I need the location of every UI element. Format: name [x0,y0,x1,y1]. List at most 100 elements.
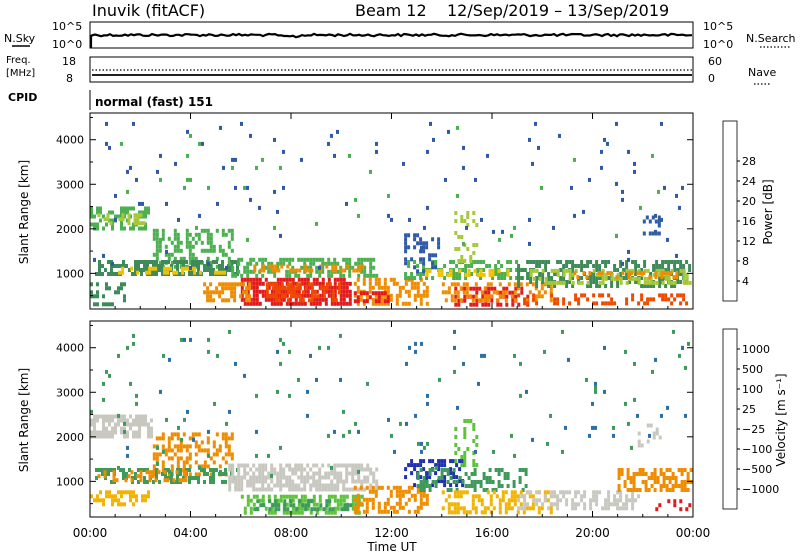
power-echo-cell [562,272,566,277]
velocity-echo-cell [301,503,305,508]
velocity-echo-cell [150,426,153,431]
power-echo-cell [225,265,228,270]
velocity-echo-cell [327,345,330,350]
power-echo-cell [96,210,99,215]
velocity-echo-cell [135,414,138,419]
velocity-echo-cell [623,480,627,484]
power-echo-cell [152,264,155,268]
power-echo-cell [372,273,376,278]
velocity-echo-cell [640,443,644,448]
velocity-echo-cell [684,365,687,370]
velocity-echo-cell [309,353,312,358]
velocity-echo-cell [392,509,396,514]
velocity-echo-cell [369,483,373,488]
power-echo-cell [289,294,293,299]
velocity-echo-cell [456,494,460,499]
power-echo-cell [108,302,111,307]
velocity-echo-cell [150,430,153,435]
velocity-echo-cell [255,393,258,398]
velocity-echo-cell [679,499,683,504]
power-echo-cell [446,272,450,277]
power-echo-cell [233,260,236,264]
power-echo-cell [426,149,429,154]
power-echo-cell [292,286,296,291]
velocity-echo-cell [249,510,253,515]
velocity-echo-cell [556,506,560,511]
power-echo-cell [217,270,221,275]
power-echo-cell [248,298,252,303]
velocity-echo-cell [108,490,111,495]
velocity-echo-cell [413,463,417,468]
power-echo-cell [547,260,551,264]
power-echo-cell [265,294,269,299]
power-echo-cell [345,301,349,306]
power-echo-cell [231,165,234,170]
velocity-echo-cell [531,437,534,442]
power-echo-cell [353,281,357,286]
power-echo-cell [431,276,435,280]
power-echo-cell [660,217,663,222]
velocity-echo-cell [371,505,375,510]
power-echo-cell [571,260,575,264]
power-echo-cell [480,298,484,303]
velocity-echo-cell [282,471,286,476]
power-echo-cell [333,293,337,298]
velocity-echo-cell [224,444,228,449]
power-echo-cell [505,286,509,291]
velocity-echo-cell [404,475,408,480]
velocity-echo-cell [197,480,200,484]
velocity-echo-cell [521,488,525,492]
velocity-echo-cell [607,498,611,503]
velocity-echo-cell [612,433,615,438]
power-echo-cell [592,276,596,280]
power-echo-cell [663,185,666,190]
power-echo-cell [345,257,349,262]
velocity-echo-cell [144,494,147,499]
power-echo-cell [282,297,286,302]
velocity-echo-cell [194,452,198,457]
power-echo-cell [407,293,411,298]
velocity-echo-cell [132,490,135,495]
power-echo-cell [291,277,295,282]
power-echo-cell [151,266,155,271]
power-echo-cell [541,272,545,276]
power-echo-cell [537,145,540,150]
velocity-echo-cell [351,467,355,472]
velocity-echo-cell [206,448,210,453]
velocity-echo-cell [571,506,575,511]
power-echo-cell [255,297,259,302]
velocity-echo-cell [613,502,617,507]
power-echo-cell [568,301,572,306]
power-echo-cell [330,301,334,306]
velocity-echo-cell [309,475,313,480]
power-echo-cell [646,280,650,285]
velocity-echo-cell [330,465,333,470]
velocity-echo-cell [619,494,623,499]
power-echo-cell [113,264,116,268]
power-echo-region [93,121,684,270]
power-echo-cell [348,265,352,270]
power-echo-cell [176,268,179,272]
velocity-echo-cell [209,472,213,477]
power-echo-cell [498,237,501,242]
velocity-echo-cell [428,472,432,476]
power-echo-cell [531,282,535,287]
velocity-echo-cell [135,418,138,423]
x-tick-label: 12:00 [374,526,409,540]
velocity-echo-cell [304,507,308,512]
power-echo-cell [425,285,429,290]
velocity-echo-cell [480,510,484,515]
power-echo-cell [426,205,429,210]
power-echo-cell [377,281,381,286]
power-echo-cell [291,265,295,270]
power-echo-cell [271,264,275,269]
velocity-echo-cell [274,499,278,504]
velocity-echo-cell [513,353,516,358]
power-echo-cell [267,261,271,266]
power-echo-cell [469,286,473,291]
velocity-echo-cell [372,471,376,476]
power-echo-cell [246,301,250,306]
power-echo-cell [224,252,228,257]
velocity-echo-cell [93,426,96,431]
velocity-echo-cell [561,329,564,334]
